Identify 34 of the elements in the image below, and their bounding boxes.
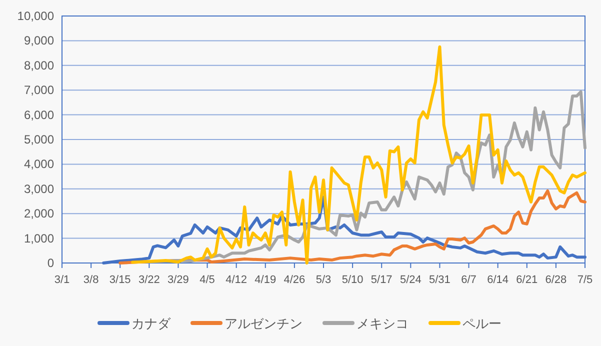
y-tick-label: 4,000 bbox=[24, 157, 54, 172]
y-tick-label: 0 bbox=[47, 256, 54, 270]
x-tick-label: 3/15 bbox=[109, 274, 131, 286]
x-tick-label: 5/31 bbox=[429, 274, 450, 286]
x-tick-label: 6/7 bbox=[461, 274, 476, 286]
x-tick-label: 7/5 bbox=[577, 274, 593, 286]
y-tick-label: 3,000 bbox=[24, 182, 54, 196]
x-tick-label: 5/24 bbox=[400, 274, 422, 286]
legend-label: ペルー bbox=[462, 316, 502, 331]
y-tick-label: 6,000 bbox=[24, 108, 54, 122]
y-tick-label: 2,000 bbox=[24, 206, 54, 221]
x-tick-label: 3/1 bbox=[54, 274, 70, 286]
y-tick-label: 9,000 bbox=[24, 34, 54, 48]
x-tick-label: 4/19 bbox=[254, 274, 276, 286]
legend-label: アルゼンチン bbox=[224, 316, 302, 331]
y-tick-label: 1,000 bbox=[24, 231, 54, 246]
y-tick-label: 10,000 bbox=[17, 9, 54, 23]
y-tick-label: 8,000 bbox=[24, 58, 54, 72]
legend-label: メキシコ bbox=[356, 316, 408, 331]
x-tick-label: 5/10 bbox=[342, 274, 364, 286]
legend-label: カナダ bbox=[132, 316, 172, 331]
x-tick-label: 6/28 bbox=[545, 274, 567, 286]
x-tick-label: 3/8 bbox=[83, 274, 99, 286]
x-tick-label: 3/22 bbox=[138, 274, 160, 286]
x-tick-label: 5/17 bbox=[370, 274, 392, 286]
y-tick-label: 7,000 bbox=[24, 83, 54, 98]
x-tick-label: 6/21 bbox=[516, 274, 538, 286]
x-tick-label: 6/14 bbox=[487, 274, 509, 286]
y-tick-label: 5,000 bbox=[24, 132, 54, 146]
x-tick-label: 4/5 bbox=[200, 274, 215, 286]
x-tick-label: 3/29 bbox=[168, 274, 189, 286]
x-tick-label: 4/26 bbox=[284, 274, 306, 286]
x-tick-label: 4/12 bbox=[226, 274, 248, 286]
x-tick-label: 5/3 bbox=[316, 274, 332, 286]
